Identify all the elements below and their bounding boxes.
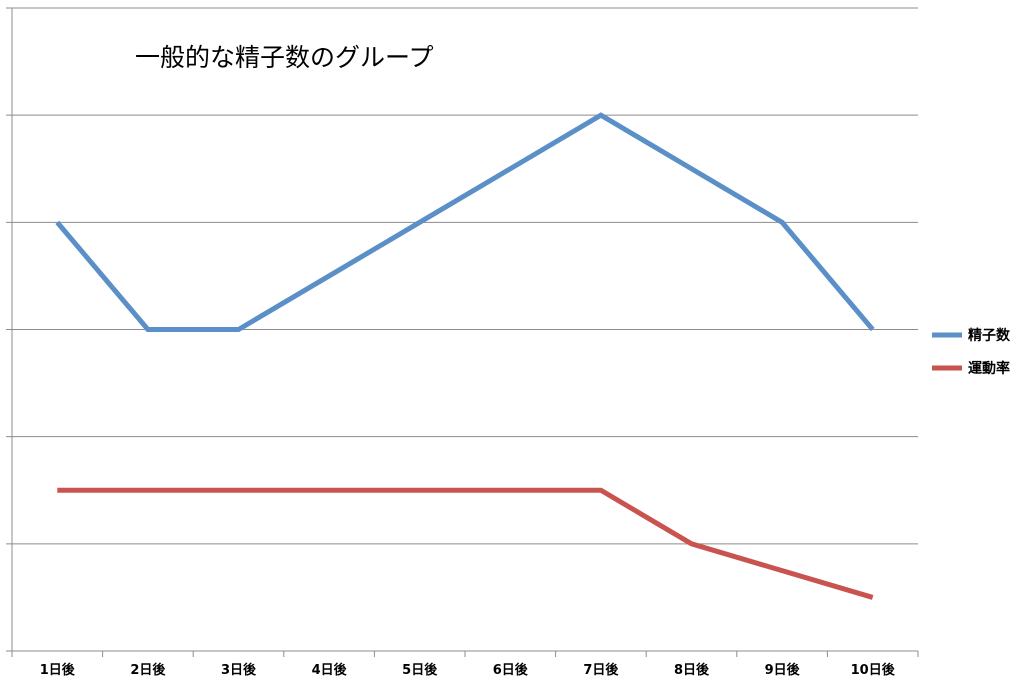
x-tick-label: 4日後: [312, 662, 348, 678]
legend-label-0: 精子数: [968, 327, 1011, 344]
x-tick-label: 5日後: [402, 662, 438, 678]
legend-label-1: 運動率: [968, 360, 1010, 377]
x-tick-label: 7日後: [583, 662, 619, 678]
x-tick-label: 2日後: [130, 662, 166, 678]
x-tick-label: 1日後: [40, 662, 76, 678]
x-tick-label: 10日後: [851, 662, 896, 678]
x-tick-label: 6日後: [493, 662, 529, 678]
chart-title: 一般的な精子数のグループ: [135, 43, 434, 72]
x-tick-label: 9日後: [765, 662, 801, 678]
series-lines: [55, 112, 875, 600]
series-line-0: [55, 112, 875, 332]
gridlines: [6, 7, 918, 545]
series-line-1: [57, 487, 874, 600]
x-tick-label: 3日後: [221, 662, 257, 678]
x-axis: 1日後 2日後 3日後 4日後 5日後 6日後 7日後 8日後 9日後 10日後: [6, 8, 919, 678]
x-tick-label: 8日後: [674, 662, 710, 678]
